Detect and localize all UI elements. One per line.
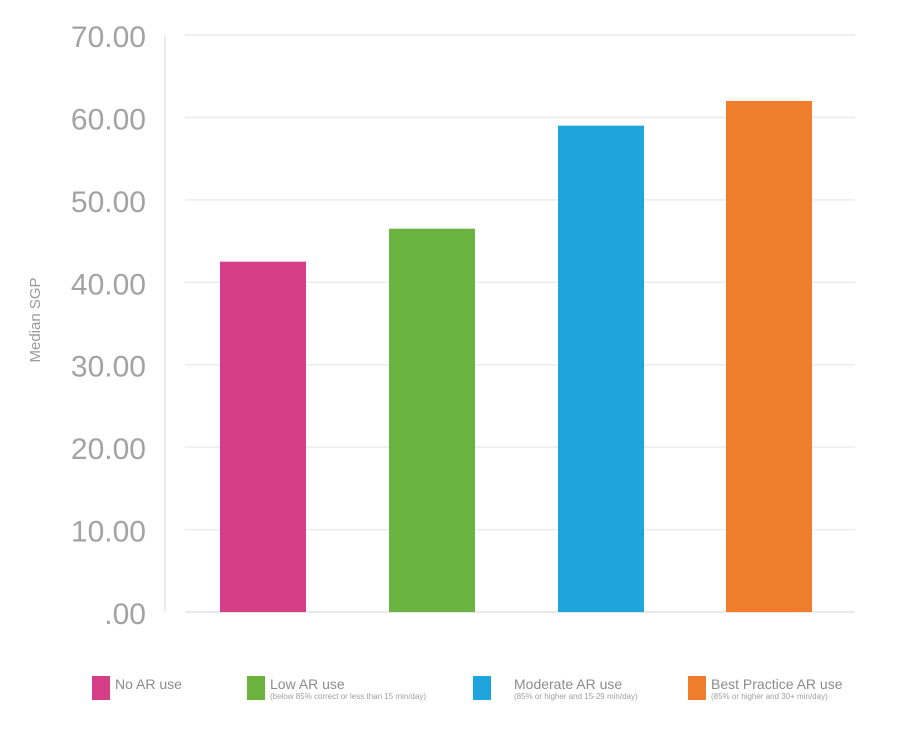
legend-swatch <box>688 676 706 700</box>
bar-best-practice-ar-use <box>726 100 812 612</box>
y-axis: .00 10.00 20.00 30.00 40.00 50.00 60.00 70.00 <box>71 21 166 631</box>
y-tick-label: 60.00 <box>71 103 146 136</box>
y-axis-label: Median SGP <box>27 277 44 362</box>
y-tick-label: .00 <box>104 598 146 631</box>
legend-item-low-ar: Low AR use (below 85% correct or less th… <box>247 676 440 702</box>
legend-label: Best Practice AR use <box>711 676 843 692</box>
bar-moderate-ar-use <box>558 125 644 613</box>
legend-swatch <box>247 676 265 700</box>
legend-swatch <box>473 676 491 700</box>
y-tick-label: 70.00 <box>71 21 146 54</box>
legend-label: No AR use <box>115 676 182 692</box>
legend-note: (below 85% correct or less than 15 min/d… <box>270 692 427 701</box>
bars <box>220 100 812 613</box>
legend-note: (85% or higher and 30+ min/day) <box>711 692 828 701</box>
y-tick-label: 50.00 <box>71 186 146 219</box>
legend-note: (85% or higher and 15-29 min/day) <box>514 692 638 701</box>
y-tick-label: 10.00 <box>71 516 146 549</box>
y-tick-label: 40.00 <box>71 268 146 301</box>
legend-item-moderate-ar: Moderate AR use (85% or higher and 15-29… <box>473 676 669 702</box>
legend-item-no-ar: No AR use <box>92 676 210 700</box>
legend-item-best-practice-ar: Best Practice AR use (85% or higher and … <box>688 676 911 702</box>
legend-label: Moderate AR use <box>514 676 623 692</box>
legend: No AR use Low AR use (below 85% correct … <box>0 676 911 746</box>
bar-low-ar-use <box>389 228 475 612</box>
chart-svg: .00 10.00 20.00 30.00 40.00 50.00 60.00 70.00 M… <box>27 21 855 631</box>
y-tick-label: 30.00 <box>71 351 146 384</box>
bar-no-ar-use <box>220 261 306 612</box>
y-tick-label: 20.00 <box>71 433 146 466</box>
legend-swatch <box>92 676 110 700</box>
legend-label: Low AR use <box>270 676 345 692</box>
